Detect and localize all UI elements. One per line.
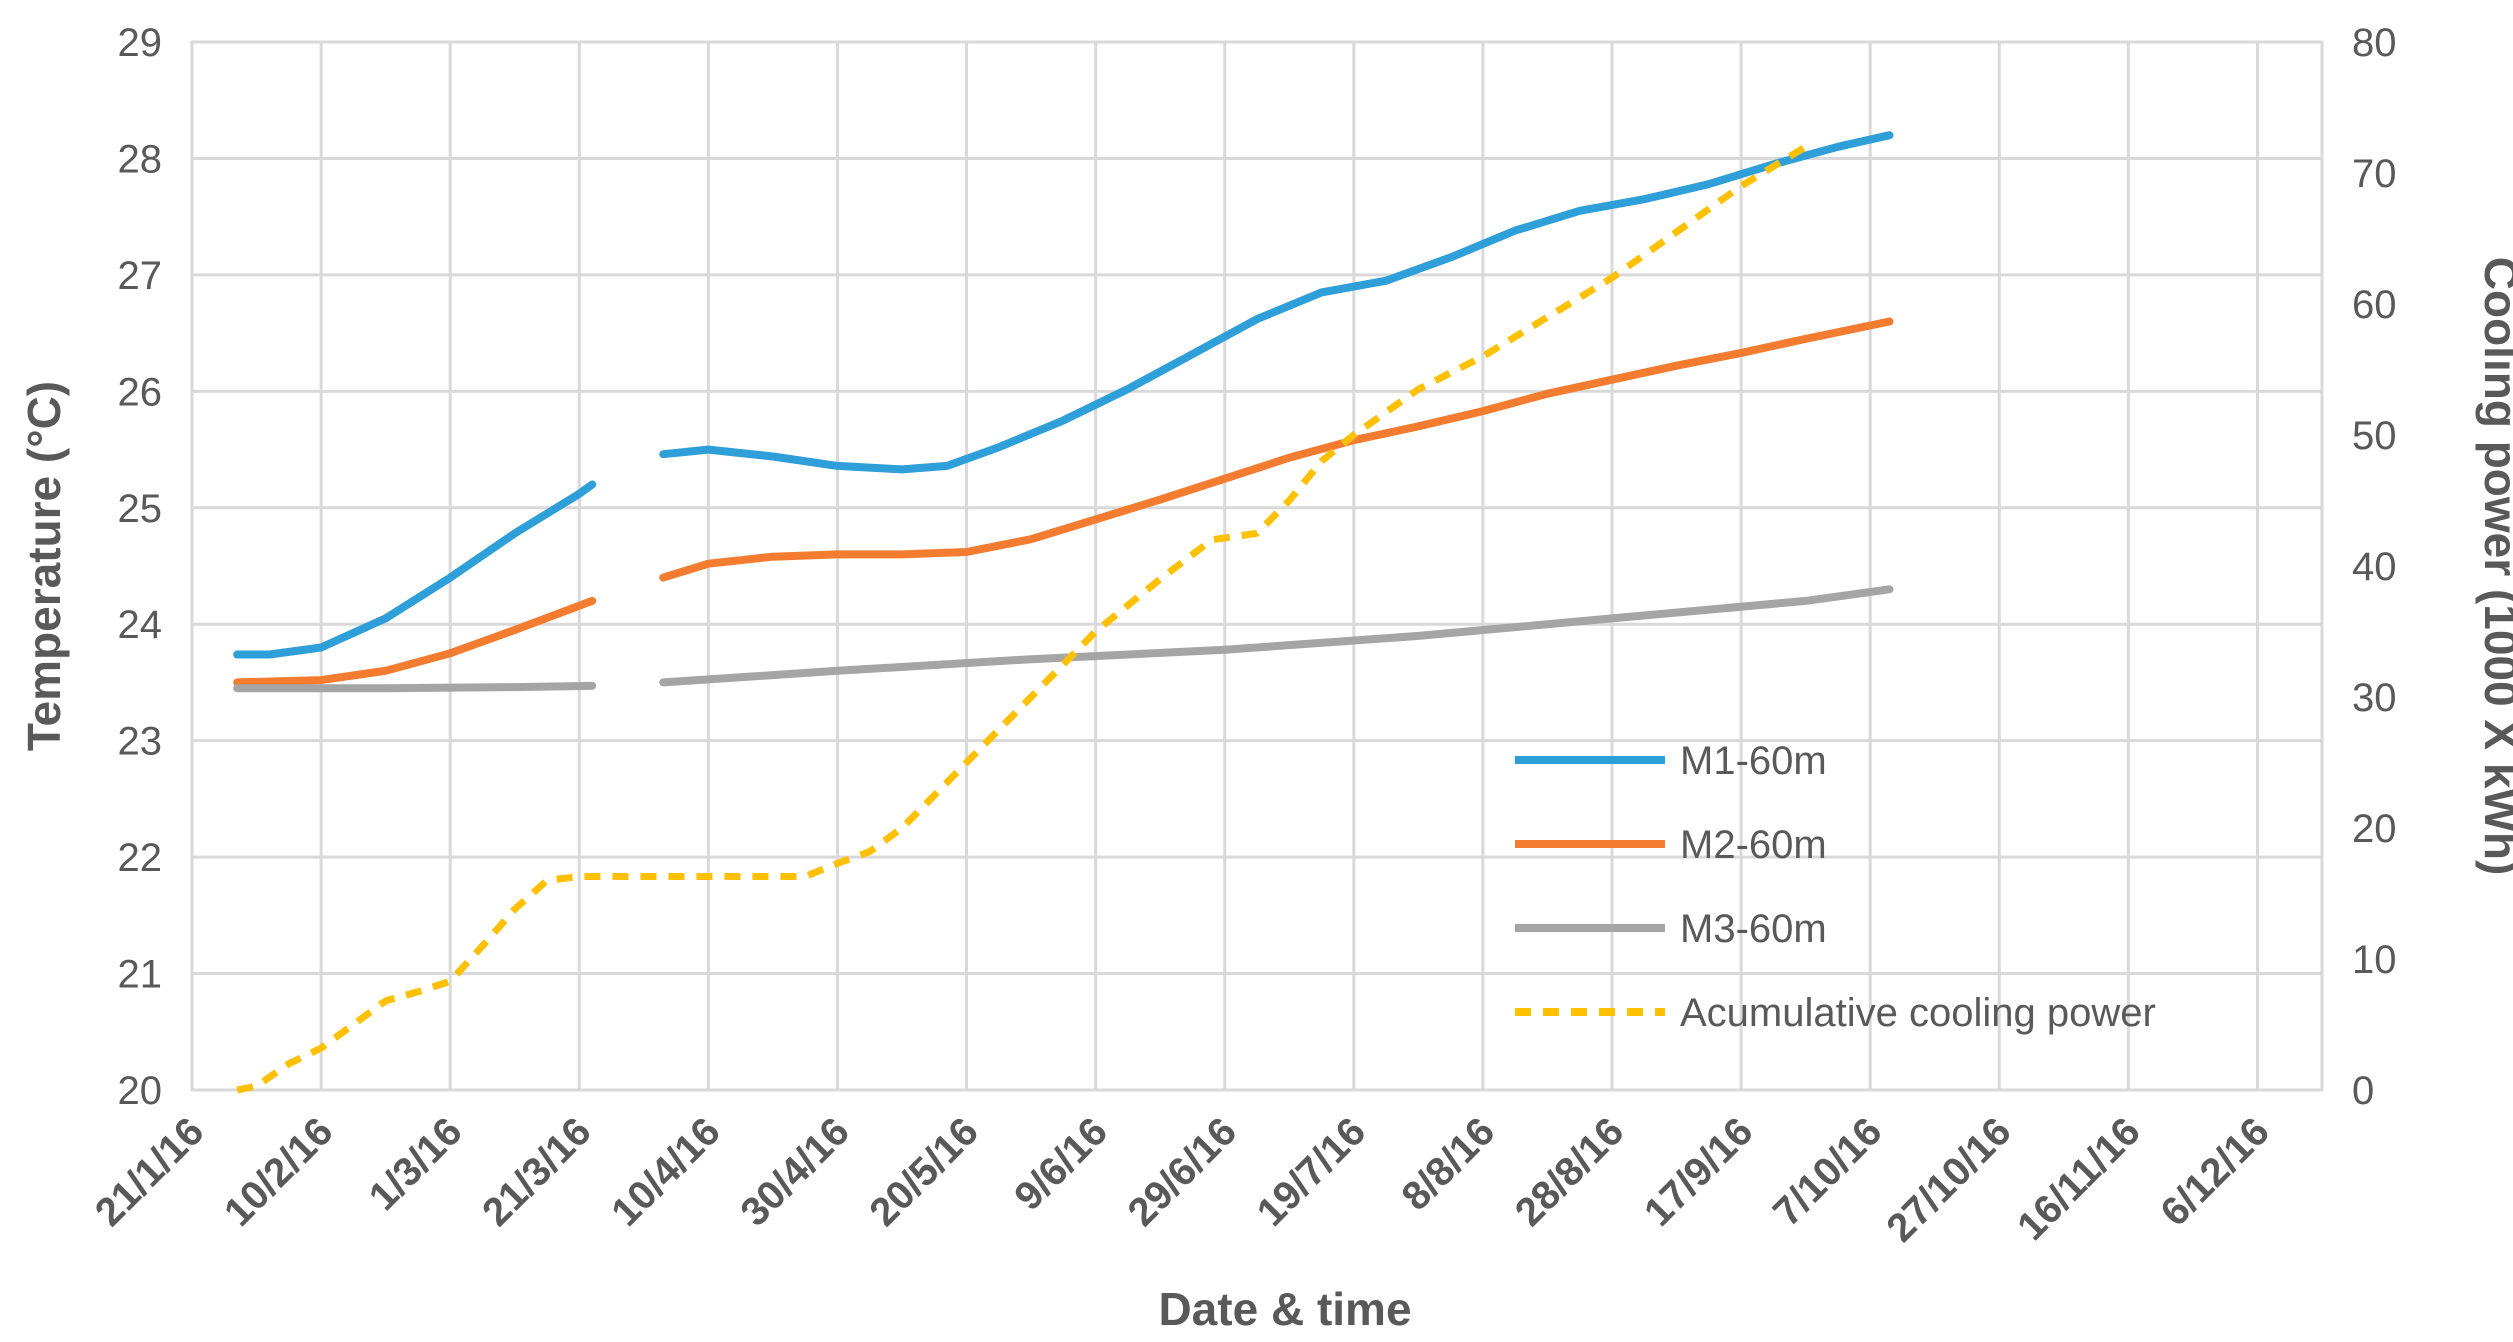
y-tick-label: 21 [118,953,163,997]
y2-tick-label: 0 [2352,1069,2374,1113]
x-axis-title: Date & time [1158,1283,1411,1335]
series-line-m2-60m [659,317,1894,582]
x-tick-label: 30/4/16 [732,1109,857,1234]
y-tick-label: 23 [118,720,163,764]
legend-label: M3-60m [1680,907,1827,951]
x-tick-label: 7/10/16 [1765,1109,1890,1234]
x-tick-label: 19/7/16 [1249,1109,1374,1234]
y2-tick-label: 60 [2352,283,2397,327]
x-tick-label: 16/11/16 [2009,1109,2149,1249]
gridlines [192,40,2322,1090]
y-axis-left-ticks: 20 21 22 23 24 25 26 27 28 29 [118,21,163,1113]
y2-tick-label: 40 [2352,545,2397,589]
y-tick-label: 28 [118,137,163,181]
y-tick-label: 29 [118,21,163,65]
legend-label: M1-60m [1680,739,1827,783]
y2-tick-label: 50 [2352,414,2397,458]
series-line-acumulative-cooling-power [236,143,1808,1094]
y-axis-right-ticks: 0 10 20 30 40 50 60 70 80 [2352,21,2397,1113]
y-tick-label: 27 [118,254,163,298]
x-tick-label: 10/2/16 [216,1109,341,1234]
x-tick-label: 27/10/16 [1878,1109,2019,1250]
series-line-m2-60m [233,596,597,687]
legend-label: M2-60m [1680,823,1827,867]
x-tick-label: 9/6/16 [1006,1109,1116,1219]
legend: M1-60m M2-60m M3-60m Acumulative cooling po… [1515,739,2156,1035]
series-line-m3-60m [233,681,597,693]
x-tick-label: 28/8/16 [1507,1109,1632,1234]
series-line-m3-60m [659,585,1894,687]
y2-axis-title: Cooling power (1000 X kWh) [2475,257,2513,876]
y-axis-title: Temperature (°C) [18,381,70,751]
y-tick-label: 26 [118,370,163,414]
x-tick-label: 17/9/16 [1636,1109,1761,1234]
y2-tick-label: 30 [2352,676,2397,720]
x-tick-label: 6/12/16 [2152,1109,2277,1234]
x-tick-label: 29/6/16 [1120,1109,1245,1234]
y-tick-label: 25 [118,487,163,531]
y2-tick-label: 20 [2352,807,2397,851]
x-tick-label: 1/3/16 [361,1109,471,1219]
legend-label: Acumulative cooling power [1680,991,2156,1035]
y-tick-label: 20 [118,1069,163,1113]
series-line-m1-60m [233,480,597,659]
y2-tick-label: 80 [2352,21,2397,65]
x-tick-label: 20/5/16 [861,1109,986,1234]
x-axis-ticks: 21/1/16 10/2/16 1/3/16 21/3/16 10/4/16 30/4/1… [87,1109,2278,1250]
x-tick-label: 21/1/16 [87,1109,212,1234]
x-tick-label: 21/3/16 [474,1109,599,1234]
x-tick-label: 10/4/16 [603,1109,728,1234]
y2-tick-label: 70 [2352,152,2397,196]
plot-area [190,40,2324,1092]
y2-tick-label: 10 [2352,938,2397,982]
y-tick-label: 24 [118,603,163,647]
series-layer [233,131,1894,1094]
y-tick-label: 22 [118,836,163,880]
series-line-m1-60m [659,131,1894,474]
x-tick-label: 8/8/16 [1394,1109,1504,1219]
